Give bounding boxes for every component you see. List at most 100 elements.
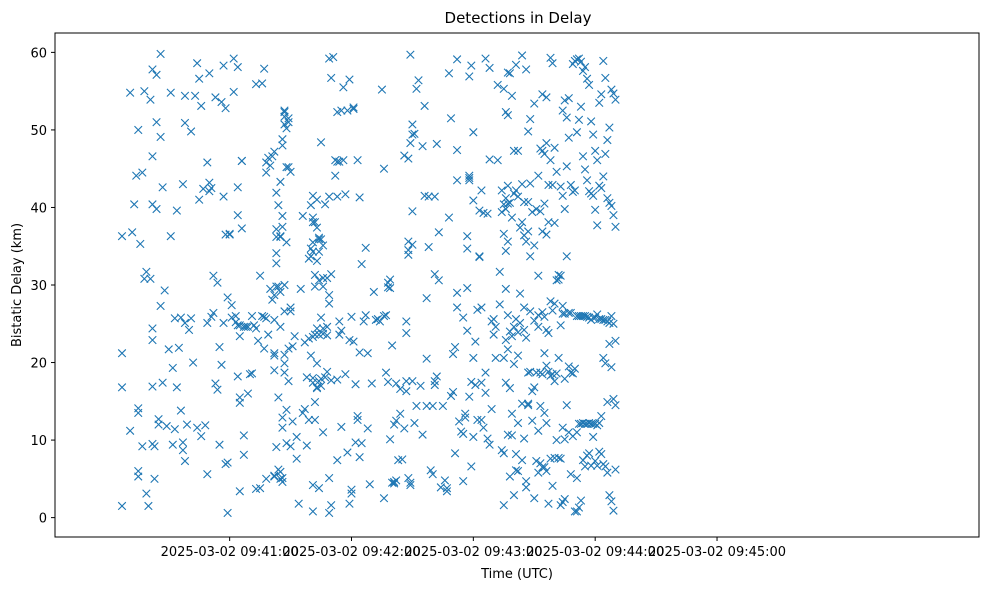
detection-marker [542,138,551,148]
detection-marker [526,179,535,188]
detection-marker [546,53,555,63]
detection-marker [489,330,498,339]
detection-marker [233,211,242,220]
detection-marker [117,349,127,358]
detection-marker [483,434,492,443]
detection-marker [542,93,551,102]
detection-marker [418,142,427,151]
detection-marker [566,470,576,479]
detection-marker [337,326,346,335]
detection-marker [499,84,508,94]
detection-marker [501,284,511,294]
detection-marker [274,282,283,291]
detection-marker [467,61,476,70]
detection-marker [603,468,612,477]
detection-marker [233,183,242,192]
detection-marker [148,65,157,74]
detection-marker [308,213,318,222]
detection-marker [590,205,600,214]
detection-marker [361,243,370,252]
detection-marker [463,244,472,253]
detection-marker [154,420,163,429]
detection-marker [485,63,494,73]
detection-marker [410,418,419,428]
detection-marker [542,230,551,239]
detection-marker [574,503,584,512]
detection-marker [272,224,281,234]
x-tick-label: 2025-03-02 09:44:00 [526,545,664,560]
detection-marker [270,351,279,360]
detection-marker [509,359,519,369]
detection-marker [239,431,249,440]
detection-marker [284,344,293,353]
detection-marker [264,330,273,339]
detection-marker [316,138,326,147]
detection-marker [363,424,372,433]
detection-marker [278,477,287,487]
detection-marker [564,93,573,103]
detection-marker [302,441,312,450]
detection-marker [556,321,565,330]
detection-marker [477,415,486,425]
detection-marker [272,282,281,291]
detection-marker [168,440,177,449]
detection-marker [209,308,218,318]
detection-marker [300,404,309,414]
detection-marker [595,418,604,428]
detection-marker [601,73,610,83]
detection-marker [217,360,226,370]
detection-marker [245,369,255,379]
detection-marker [158,378,167,387]
detection-marker [519,325,529,335]
detection-marker [278,423,287,432]
y-tick-label: 20 [30,357,47,372]
detection-marker [150,474,159,484]
detection-marker [538,369,547,379]
detection-marker [298,211,307,221]
detection-marker [176,406,186,415]
detection-marker [197,432,206,441]
detection-marker [607,201,616,211]
detection-marker [597,411,606,421]
detection-marker [180,456,190,466]
y-tick-label: 0 [39,512,47,527]
detection-marker [192,423,202,432]
detection-marker [432,372,441,381]
detection-marker [345,75,354,84]
detection-marker [239,322,249,332]
detection-marker [357,259,366,269]
detection-marker [333,456,342,465]
detection-marker [223,293,232,302]
detection-marker [213,385,222,394]
detection-marker [280,368,289,377]
detection-marker [361,311,370,320]
detection-marker [515,318,525,328]
detection-marker [452,303,462,312]
detection-marker [432,139,441,149]
detection-marker [609,319,618,328]
detection-marker [174,343,184,352]
detection-marker [434,228,444,237]
detection-marker [578,152,588,161]
detection-marker [136,239,145,249]
detection-marker [538,90,547,99]
detection-marker [142,267,151,277]
detection-marker [404,473,413,483]
detection-marker [391,379,401,388]
detection-marker [276,177,285,187]
detection-marker [554,353,563,363]
detection-marker [257,79,267,88]
detection-marker [607,311,616,321]
detection-marker [477,378,486,387]
detection-marker [379,164,389,173]
detection-marker [552,167,561,176]
detection-marker [588,313,598,322]
x-axis-title: Time (UTC) [480,567,553,582]
detection-marker [523,197,533,207]
detection-marker [314,247,324,256]
detection-marker [560,204,569,214]
detection-marker [284,376,293,386]
detection-marker [463,326,472,335]
detection-marker [158,183,167,192]
